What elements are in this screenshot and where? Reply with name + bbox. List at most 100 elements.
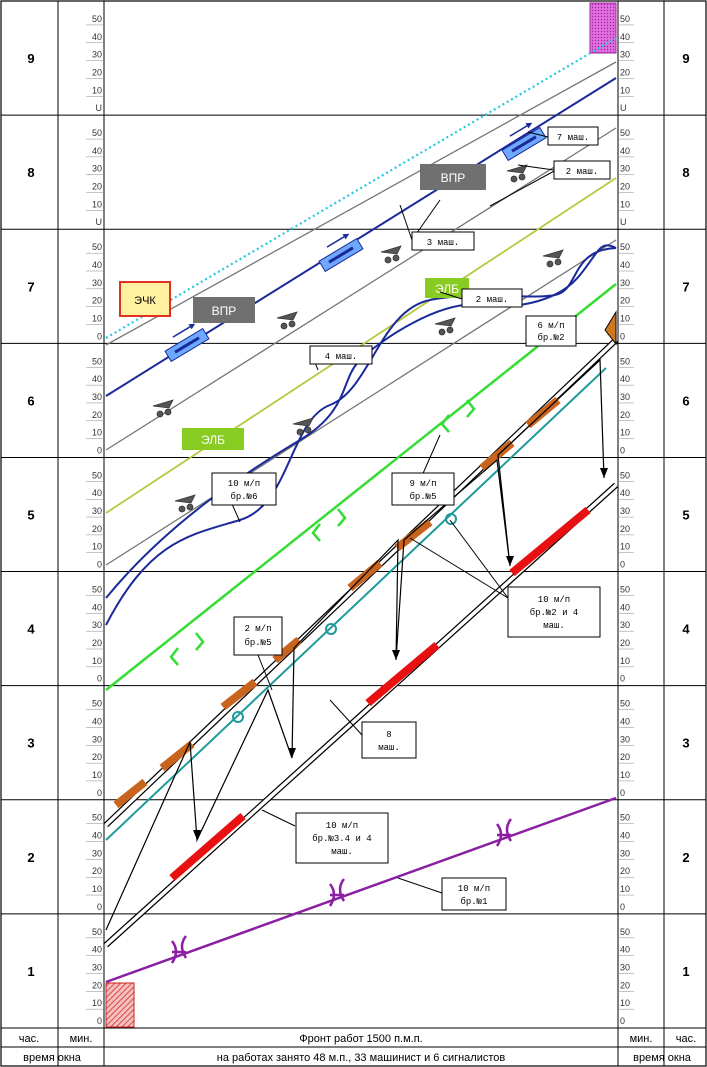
callout-3-mash: 3 маш.: [411, 231, 475, 251]
hour-label-right: 6: [682, 393, 689, 408]
svg-text:2 м/п: 2 м/п: [244, 624, 271, 634]
minute-tick-right: 30: [620, 848, 630, 858]
callout-8-mash: 8 маш.: [361, 721, 417, 759]
minute-tick-left: 30: [92, 392, 102, 402]
svg-text:маш.: маш.: [543, 621, 565, 631]
minute-tick-right: 30: [620, 278, 630, 288]
machine-elb-1: ЭЛБ: [182, 428, 244, 450]
minute-tick-right: 40: [620, 260, 630, 270]
hour-label-right: 3: [682, 736, 689, 751]
minute-tick-left: 50: [92, 813, 102, 823]
minute-tick-left: 20: [92, 980, 102, 990]
minute-tick-right: 20: [620, 866, 630, 876]
hour-label-right: 4: [682, 622, 690, 637]
green-bracket-markers: [169, 399, 476, 666]
minute-tick-right: 10: [620, 770, 630, 780]
hour-label-left: 9: [27, 51, 34, 66]
minute-tick-left: 10: [92, 884, 102, 894]
callout-2-mash-top: 2 маш.: [553, 160, 611, 180]
minute-tick-left: 10: [92, 998, 102, 1008]
minute-tick-left: 30: [92, 848, 102, 858]
svg-text:бр.№5: бр.№5: [244, 638, 271, 648]
minute-tick-left: 40: [92, 488, 102, 498]
svg-text:бр.№1: бр.№1: [460, 897, 487, 907]
minute-tick-right: 30: [620, 392, 630, 402]
minute-tick-right: 50: [620, 470, 630, 480]
callout-9-mp-br5: 9 м/п бр.№5: [391, 472, 455, 506]
minute-tick-left: 50: [92, 242, 102, 252]
minute-tick-left: 10: [92, 770, 102, 780]
minute-tick-left: 10: [92, 314, 102, 324]
minute-tick-right: 0: [620, 902, 625, 912]
minute-tick-right: 0: [620, 445, 625, 455]
svg-text:9 м/п: 9 м/п: [409, 479, 436, 489]
hour-label-right: 8: [682, 165, 689, 180]
minute-tick-left: 0: [97, 560, 102, 570]
minute-tick-right: 10: [620, 428, 630, 438]
line-purple-brigade-1: [105, 796, 617, 984]
hour-label-left: 4: [27, 622, 35, 637]
hour-label-right: 7: [682, 279, 689, 294]
minute-tick-left: U: [96, 217, 103, 227]
callout-4-mash: 4 маш.: [309, 345, 373, 365]
footer-hour-label-left: час.: [19, 1033, 39, 1045]
minute-tick-left: 10: [92, 656, 102, 666]
svg-text:2 маш.: 2 маш.: [566, 167, 598, 177]
minute-tick-right: 30: [620, 963, 630, 973]
window-time-label-left: время окна: [23, 1052, 82, 1064]
minute-tick-left: 20: [92, 410, 102, 420]
svg-text:бр.№6: бр.№6: [230, 492, 257, 502]
callout-10-mp-br6: 10 м/п бр.№6: [211, 472, 277, 506]
minute-tick-right: 0: [620, 331, 625, 341]
minute-tick-right: U: [620, 217, 627, 227]
callout-10-mp-br1: 10 м/п бр.№1: [441, 877, 507, 911]
hour-label-left: 2: [27, 850, 34, 865]
minute-tick-left: 40: [92, 945, 102, 955]
minute-tick-right: 40: [620, 831, 630, 841]
hour-label-left: 3: [27, 736, 34, 751]
minute-tick-right: 50: [620, 699, 630, 709]
minute-tick-left: 30: [92, 963, 102, 973]
minute-tick-left: 50: [92, 585, 102, 595]
minute-tick-right: 10: [620, 314, 630, 324]
machine-vpr-2: ВПР: [420, 164, 486, 190]
hour-label-left: 6: [27, 393, 34, 408]
gray-lines: [105, 61, 617, 566]
minute-tick-right: 50: [620, 128, 630, 138]
minute-tick-left: 50: [92, 14, 102, 24]
red-work-segments: [169, 506, 591, 882]
minute-tick-right: 50: [620, 813, 630, 823]
callout-2-mp-br5: 2 м/п бр.№5: [233, 616, 283, 656]
footer-min-label-left: мин.: [70, 1033, 93, 1045]
minute-tick-right: 50: [620, 927, 630, 937]
svg-text:10 м/п: 10 м/п: [458, 884, 490, 894]
svg-text:маш.: маш.: [331, 847, 353, 857]
minute-tick-left: 50: [92, 927, 102, 937]
minute-tick-right: 10: [620, 199, 630, 209]
minute-tick-right: 40: [620, 374, 630, 384]
minute-tick-left: 10: [92, 428, 102, 438]
orange-end-marker: [604, 310, 617, 346]
callout-leaders: [227, 131, 561, 894]
svg-text:7 маш.: 7 маш.: [557, 133, 589, 143]
minute-tick-left: 10: [92, 542, 102, 552]
plot-area: ЭЧК ВПР ВПР ЭЛБ ЭЛБ: [103, 2, 619, 1028]
svg-text:10 м/п: 10 м/п: [228, 479, 260, 489]
svg-text:4 маш.: 4 маш.: [325, 352, 357, 362]
minute-tick-left: 40: [92, 716, 102, 726]
minute-tick-right: 0: [620, 674, 625, 684]
svg-text:ВПР: ВПР: [212, 304, 237, 318]
minute-tick-left: 10: [92, 199, 102, 209]
minute-tick-right: 20: [620, 638, 630, 648]
callout-6-mp-br2: 6 м/п бр.№2: [525, 315, 577, 347]
minute-tick-right: 50: [620, 356, 630, 366]
svg-text:бр.№3.4 и 4: бр.№3.4 и 4: [312, 834, 371, 844]
minute-tick-right: 20: [620, 67, 630, 77]
minute-tick-right: 50: [620, 585, 630, 595]
hour-label-right: 2: [682, 850, 689, 865]
minute-tick-left: 30: [92, 620, 102, 630]
arrow-heads: [193, 468, 608, 840]
machine-vpr-1: ВПР: [193, 297, 255, 323]
svg-text:бр.№2: бр.№2: [537, 333, 564, 343]
window-time-label-right: время окна: [633, 1052, 692, 1064]
